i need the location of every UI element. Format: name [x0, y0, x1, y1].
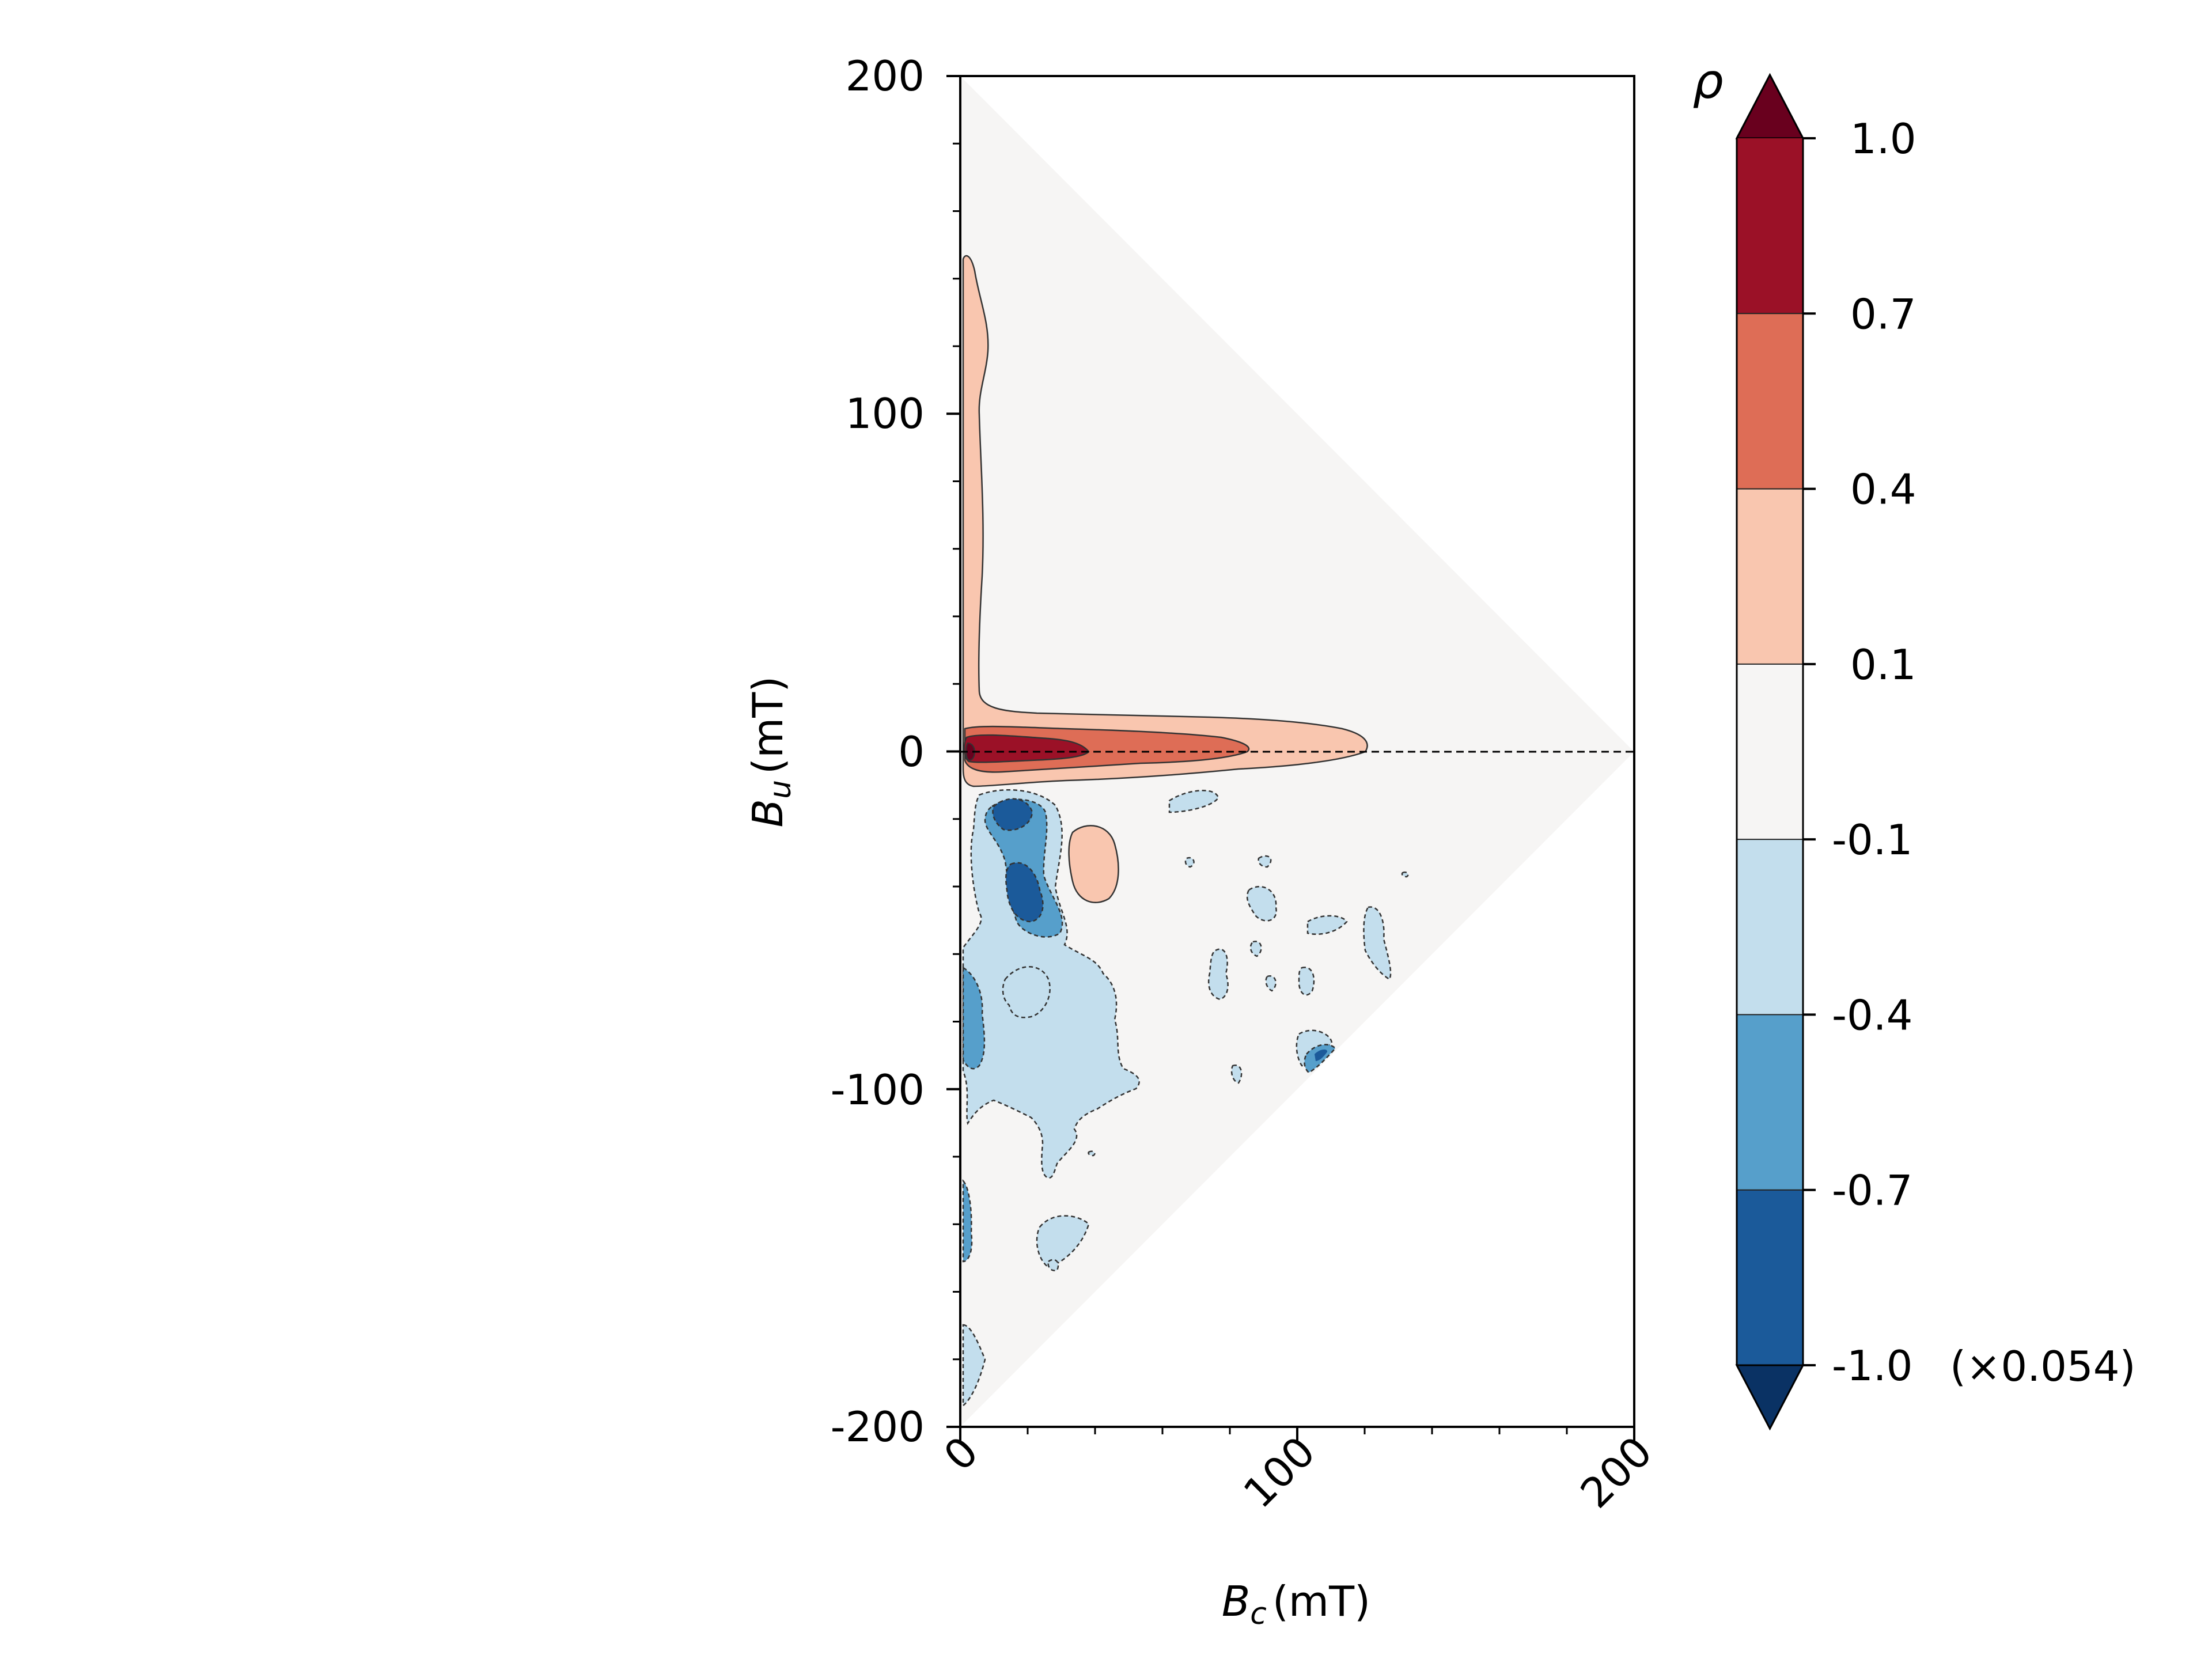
- negative-lobe-lower-strong: [1005, 862, 1044, 923]
- colorbar-band: [1737, 839, 1803, 1015]
- colorbar-band: [1737, 664, 1803, 840]
- negative-patch-moderate-left: [962, 966, 986, 1070]
- y-axis-label: Bu(mT): [744, 676, 798, 828]
- x-tick-label-100: 100: [1234, 1427, 1324, 1518]
- x-tick-label-200: 200: [1571, 1427, 1661, 1518]
- colorbar-band: [1737, 1014, 1803, 1190]
- colorbar-extend-max: [1735, 73, 1805, 139]
- colorbar-band: [1737, 488, 1803, 664]
- negative-patch-moderate-lower: [962, 1179, 973, 1263]
- colorbar-scale-note: (×0.054): [1950, 1342, 2136, 1391]
- colorbar-tick-label: -1.0: [1832, 1342, 1912, 1390]
- colorbar-extend-min: [1735, 1364, 1805, 1431]
- colorbar-tick-label: 0.4: [1850, 465, 1916, 514]
- colorbar-label: ρ: [1692, 53, 1723, 109]
- y-tick-label-minus-200: -200: [831, 1403, 925, 1451]
- y-axis-ticks: [946, 75, 960, 1428]
- colorbar-tick-labels: 1.0 0.7 0.4 0.1 -0.1 -0.4 -0.7 -1.0: [1803, 115, 1916, 1390]
- y-tick-label-minus-100: -100: [831, 1066, 925, 1114]
- ridge-peak: [963, 734, 1090, 763]
- y-tick-label-100: 100: [846, 389, 925, 438]
- colorbar-tick-label: -0.7: [1832, 1166, 1912, 1215]
- colorbar-tick-label: -0.1: [1832, 816, 1912, 864]
- x-axis-label: Bc (mT): [1222, 1577, 1370, 1631]
- colorbar: [1735, 73, 1805, 1431]
- colorbar-band: [1737, 1190, 1803, 1365]
- x-tick-label-0: 0: [934, 1427, 987, 1480]
- y-tick-label-200: 200: [846, 52, 925, 100]
- negative-patch-darkest-lower-edge: [1315, 1049, 1328, 1061]
- colorbar-tick-label: 0.1: [1850, 641, 1916, 689]
- x-axis-ticks: [959, 1427, 1635, 1441]
- colorbar-tick-label: -0.4: [1832, 991, 1912, 1039]
- y-tick-label-0: 0: [898, 728, 925, 776]
- positive-blob: [1068, 825, 1119, 903]
- colorbar-band: [1737, 313, 1803, 489]
- negative-lobe-upper-strong: [992, 798, 1033, 831]
- colorbar-tick-label: 1.0: [1850, 115, 1916, 163]
- colorbar-band: [1737, 138, 1803, 314]
- colorbar-tick-label: 0.7: [1850, 290, 1916, 338]
- plot-area: [960, 76, 1634, 1427]
